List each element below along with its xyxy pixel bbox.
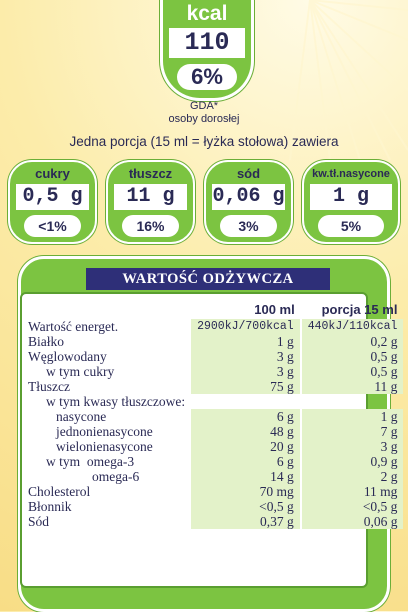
row-per100: 20 g (191, 439, 301, 454)
badge-sodium: sód 0,06 g 3% (204, 160, 293, 244)
row-name: jednonienasycone (56, 424, 153, 439)
badge-percent: 16% (122, 215, 179, 237)
row-name: wielonienasycone (56, 439, 153, 454)
row-name: Wartość energet. (28, 319, 119, 334)
header-name (22, 299, 191, 319)
row-portion: 0,5 g (299, 364, 404, 379)
row-per100: 1 g (191, 334, 301, 349)
row-name: Węglowodany (28, 349, 107, 364)
row-per100: 6 g (191, 409, 301, 424)
badge-sugars: cukry 0,5 g <1% (8, 160, 97, 244)
row-per100: 70 mg (191, 484, 301, 499)
table-row: w tym kwasy tłuszczowe: (22, 394, 404, 409)
badge-name: cukry (35, 166, 70, 181)
row-name: nasycone (56, 409, 107, 424)
table-row: Cholesterol 70 mg 11 mg (22, 484, 404, 499)
kcal-label: kcal (186, 2, 228, 25)
row-portion: 0,2 g (299, 334, 404, 349)
table-row: Błonnik <0,5 g <0,5 g (22, 499, 404, 514)
row-portion: 3 g (299, 439, 404, 454)
row-portion: 0,5 g (299, 349, 404, 364)
row-portion: 0,06 g (299, 514, 404, 529)
row-portion (299, 394, 404, 409)
row-name: Błonnik (28, 499, 72, 514)
row-per100: 2900kJ/700kcal (191, 319, 301, 334)
row-name: w tym cukry (46, 364, 115, 379)
row-per100: 0,37 g (191, 514, 301, 529)
table-row: Węglowodany 3 g 0,5 g (22, 349, 404, 364)
table-header-row: 100 ml porcja 15 ml (22, 299, 403, 319)
badge-percent: 5% (318, 215, 384, 237)
gda-label: GDA* (189, 100, 219, 112)
badge-percent: 3% (220, 215, 277, 237)
nutrition-table: 100 ml porcja 15 ml Wartość energet. 290… (22, 299, 404, 529)
row-portion: <0,5 g (299, 499, 404, 514)
row-per100 (191, 394, 301, 409)
table-row: omega-6 14 g 2 g (22, 469, 404, 484)
table-row: Wartość energet. 2900kJ/700kcal 440kJ/11… (22, 319, 404, 334)
row-portion: 1 g (299, 409, 404, 424)
table-row: w tym omega-3 6 g 0,9 g (22, 454, 404, 469)
badge-value: 0,5 g (16, 184, 89, 210)
row-portion: 11 g (299, 379, 404, 394)
table-row: wielonienasycone 20 g 3 g (22, 439, 404, 454)
row-name: Cholesterol (28, 484, 91, 499)
row-name: Sód (28, 514, 50, 529)
row-portion: 2 g (299, 469, 404, 484)
kcal-value: 110 (169, 28, 245, 58)
header-per100: 100 ml (254, 301, 295, 317)
row-per100: 14 g (191, 469, 301, 484)
portion-description: Jedna porcja (15 ml = łyżka stołowa) zaw… (69, 134, 339, 149)
row-portion: 0,9 g (299, 454, 404, 469)
row-per100: 3 g (191, 364, 301, 379)
row-portion: 11 mg (299, 484, 404, 499)
badge-value: 0,06 g (212, 184, 285, 210)
row-per100: 75 g (191, 379, 301, 394)
table-row: nasycone 6 g 1 g (22, 409, 404, 424)
nutrition-title: WARTOŚĆ ODŻYWCZA (86, 268, 330, 290)
badge-percent: <1% (24, 215, 81, 237)
badge-value: 11 g (114, 184, 187, 210)
row-per100: 6 g (191, 454, 301, 469)
row-name: w tym omega-3 (46, 454, 135, 469)
badge-saturated-fat: kw.tł.nasycone 1 g 5% (302, 160, 400, 244)
badge-name: sód (236, 166, 261, 181)
table-row: w tym cukry 3 g 0,5 g (22, 364, 404, 379)
row-portion: 440kJ/110kcal (299, 319, 404, 334)
row-per100: <0,5 g (191, 499, 301, 514)
row-name: omega-6 (92, 469, 140, 484)
row-per100: 3 g (191, 349, 301, 364)
kcal-percent: 6% (177, 64, 237, 90)
badge-value: 1 g (310, 184, 392, 210)
table-row: Sód 0,37 g 0,06 g (22, 514, 404, 529)
row-name: Tłuszcz (28, 379, 70, 394)
kcal-badge: kcal 110 6% (160, 0, 254, 101)
badge-fat: tłuszcz 11 g 16% (106, 160, 195, 244)
row-portion: 7 g (299, 424, 404, 439)
table-row: Białko 1 g 0,2 g (22, 334, 404, 349)
row-name: Białko (28, 334, 64, 349)
gda-adult-label: osoby dorosłej (168, 113, 240, 125)
badge-name: tłuszcz (128, 166, 173, 181)
row-name: w tym kwasy tłuszczowe: (46, 394, 186, 409)
table-row: Tłuszcz 75 g 11 g (22, 379, 404, 394)
table-row: jednonienasycone 48 g 7 g (22, 424, 404, 439)
badge-name: kw.tł.nasycone (312, 168, 390, 180)
row-per100: 48 g (191, 424, 301, 439)
header-portion: porcja 15 ml (321, 301, 398, 317)
